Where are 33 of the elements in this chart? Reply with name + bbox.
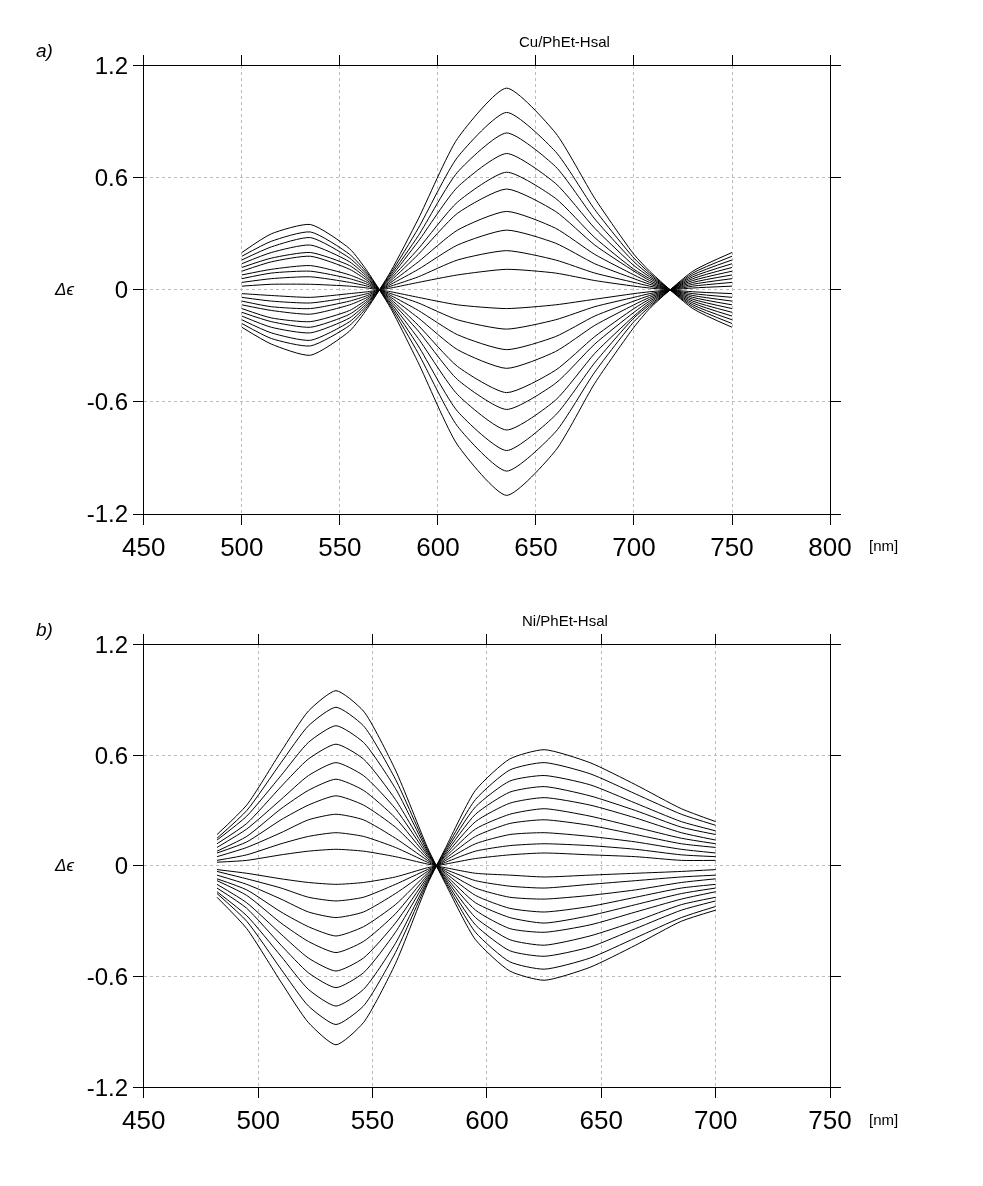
y-tick-label: -0.6: [86, 388, 128, 416]
y-axis-title: Δϵ: [54, 856, 75, 875]
x-tick-label: 500: [236, 1105, 280, 1136]
x-tick-label: 700: [693, 1105, 738, 1136]
y-tick-label: -1.2: [86, 500, 128, 528]
y-tick-label: 0.6: [94, 741, 128, 769]
chart-title: Ni/PhEt-Hsal: [522, 612, 608, 629]
y-tick-label: 1.2: [94, 630, 128, 658]
y-tick-label: 0: [114, 852, 128, 880]
x-tick-label: 750: [808, 1105, 852, 1136]
x-axis-title: [nm]: [869, 1111, 899, 1128]
y-tick-label: 1.2: [94, 52, 128, 80]
x-tick-label: 650: [514, 532, 558, 563]
y-axis-title: Δϵ: [54, 280, 75, 299]
x-tick-label: 500: [220, 532, 264, 563]
text: b): [36, 619, 53, 640]
x-tick-label: 700: [612, 532, 656, 563]
x-axis-title: [nm]: [869, 537, 899, 554]
x-tick-label: 800: [808, 532, 852, 563]
x-tick-label: 550: [318, 532, 362, 563]
x-tick-label: 750: [710, 532, 754, 563]
x-tick-label: 600: [465, 1105, 509, 1136]
x-tick-label: 550: [350, 1105, 395, 1136]
y-tick-label: -1.2: [86, 1073, 128, 1101]
x-tick-label: 600: [416, 532, 460, 563]
y-tick-label: 0: [114, 276, 128, 304]
chart-title: Cu/PhEt-Hsal: [519, 33, 610, 50]
y-tick-label: 0.6: [94, 164, 128, 192]
x-tick-label: 450: [122, 1105, 166, 1136]
text: a): [36, 40, 53, 61]
x-tick-label: 650: [579, 1105, 623, 1136]
x-tick-label: 450: [122, 532, 166, 563]
y-tick-label: -0.6: [86, 962, 128, 990]
